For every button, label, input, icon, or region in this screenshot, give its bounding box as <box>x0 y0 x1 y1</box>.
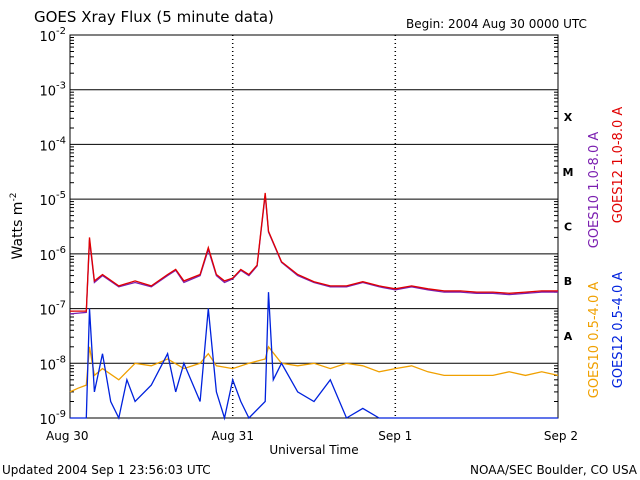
flare-class-label: X <box>564 111 573 124</box>
legend-label: GOES10 1.0-8.0 A <box>587 132 602 249</box>
begin-time: Begin: 2004 Aug 30 0000 UTC <box>406 17 587 31</box>
legend-label: GOES12 0.5-4.0 A <box>611 272 626 389</box>
credit-text: NOAA/SEC Boulder, CO USA <box>470 463 638 477</box>
flare-class-label: C <box>564 221 572 234</box>
x-tick-label: Aug 30 <box>46 429 89 443</box>
x-tick-label: Sep 1 <box>378 429 412 443</box>
legend-entry: GOES12 1.0-8.0 A <box>611 107 626 224</box>
updated-timestamp: Updated 2004 Sep 1 23:56:03 UTC <box>2 463 211 477</box>
chart-title: GOES Xray Flux (5 minute data) <box>34 8 274 26</box>
y-tick-label: 10-9 <box>39 409 66 428</box>
x-tick-label: Aug 31 <box>211 429 254 443</box>
legend: GOES10 1.0-8.0 A GOES12 1.0-8.0 A GOES10 0… <box>587 107 626 399</box>
series-layer <box>69 192 559 421</box>
series-line <box>69 345 559 393</box>
y-tick-label: 10-3 <box>39 81 66 100</box>
legend-entry: GOES12 0.5-4.0 A <box>611 272 626 389</box>
flare-class-label: M <box>563 166 574 179</box>
y-axis-label-exponent: -2 <box>9 193 19 202</box>
legend-label: GOES10 0.5-4.0 A <box>587 282 602 399</box>
series-line <box>70 192 558 312</box>
y-tick-label: 10-6 <box>39 245 66 264</box>
flare-class-label: B <box>564 275 572 288</box>
y-axis-label: Watts m-2 <box>9 193 26 260</box>
grid-layer <box>70 34 558 419</box>
y-tick-label: 10-4 <box>39 135 66 154</box>
legend-entry: GOES10 0.5-4.0 A <box>587 282 602 399</box>
legend-label: GOES12 1.0-8.0 A <box>611 107 626 224</box>
legend-entry: GOES10 1.0-8.0 A <box>587 132 602 249</box>
y-tick-label: 10-5 <box>39 190 66 209</box>
y-tick-labels: 10-2 10-3 10-4 10-5 10-6 10-7 10-8 10-9 <box>39 26 66 428</box>
y-tick-label: 10-2 <box>39 26 66 45</box>
series-line <box>70 292 558 421</box>
svg-text:Watts m-2: Watts m-2 <box>9 193 26 260</box>
flare-class-labels: X M C B A <box>563 111 574 343</box>
plot-frame <box>69 34 559 419</box>
x-axis-label: Universal Time <box>269 443 358 457</box>
y-tick-label: 10-8 <box>39 354 66 373</box>
y-tick-label: 10-7 <box>39 300 66 319</box>
y-axis-label-text: Watts m <box>10 202 26 260</box>
x-tick-label: Sep 2 <box>544 429 578 443</box>
x-tick-labels: Aug 30 Aug 31 Sep 1 Sep 2 <box>46 429 578 443</box>
flare-class-label: A <box>564 330 573 343</box>
